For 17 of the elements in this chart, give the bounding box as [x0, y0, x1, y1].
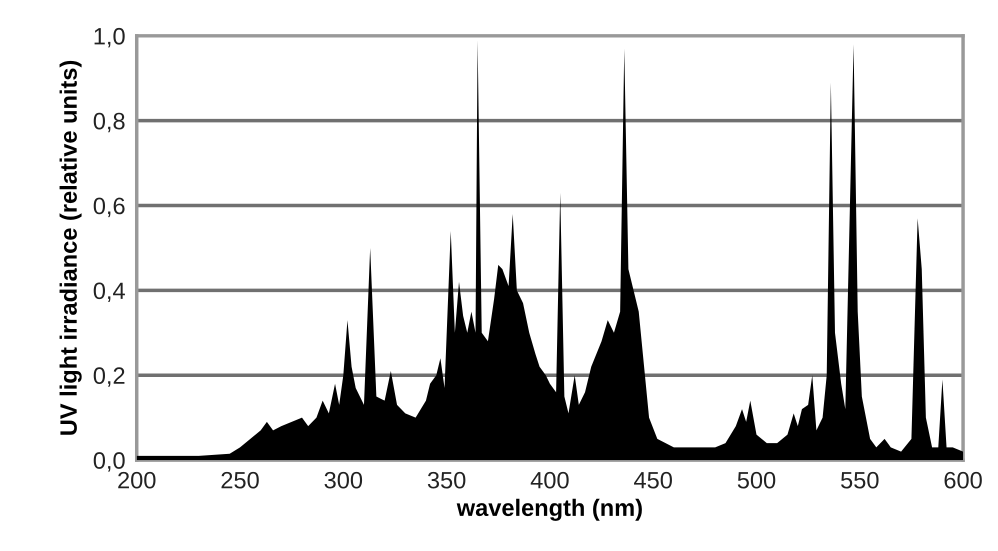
y-tick-label: 0,6 — [94, 198, 125, 218]
y-tick-label: 0,8 — [94, 112, 125, 132]
x-tick-label: 550 — [841, 472, 879, 489]
y-tick-label: 0,4 — [94, 282, 125, 302]
x-tick-label: 200 — [118, 472, 156, 489]
x-tick-label: 450 — [634, 472, 672, 489]
y-tick-label: 0,2 — [94, 367, 124, 387]
x-tick-label: 400 — [530, 472, 569, 489]
x-tick-label: 600 — [944, 472, 982, 489]
y-tick-label: 1,0 — [94, 28, 125, 48]
x-tick-label: 250 — [222, 472, 259, 489]
y-axis-title: UV light irradiance (relative units) — [60, 60, 82, 435]
x-tick-label: 350 — [428, 472, 466, 489]
y-tick-label: 0,0 — [94, 452, 125, 472]
x-tick-label: 500 — [738, 472, 776, 489]
x-tick-label: 300 — [324, 472, 362, 489]
x-axis-title: wavelength (nm) — [456, 498, 642, 521]
